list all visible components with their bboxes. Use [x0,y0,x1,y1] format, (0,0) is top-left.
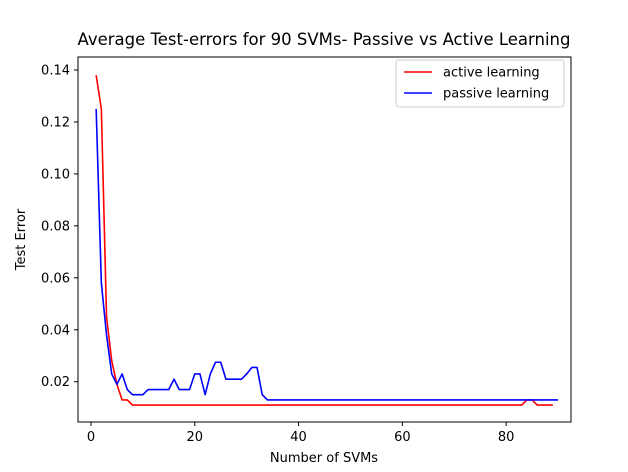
x-axis-label: Number of SVMs [270,451,378,466]
y-axis-label: Test Error [14,208,29,271]
chart-title: Average Test-errors for 90 SVMs- Passive… [78,30,571,49]
y-tick-label: 0.04 [41,323,70,338]
x-tick-label: 60 [394,430,411,445]
y-tick-label: 0.02 [41,375,70,390]
plot-area [95,75,559,406]
y-tick-label: 0.06 [41,271,70,286]
x-tick-label: 40 [290,430,307,445]
y-axis: 0.02 0.04 0.06 0.08 0.10 0.12 0.14 [41,63,78,390]
x-tick-label: 80 [498,430,515,445]
y-tick-label: 0.10 [41,167,70,182]
legend-label-active: active learning [443,66,540,81]
axes-frame [77,56,572,423]
y-tick-label: 0.08 [41,219,70,234]
x-tick-label: 0 [87,430,95,445]
x-axis: 0 20 40 60 80 [87,422,515,445]
legend: active learning passive learning [395,59,565,108]
legend-box [395,59,565,108]
series-line-passive [95,108,559,401]
y-tick-label: 0.12 [41,115,70,130]
x-tick-label: 20 [186,430,203,445]
legend-label-passive: passive learning [443,87,549,102]
y-tick-label: 0.14 [41,63,70,78]
series-line-active [95,75,553,406]
